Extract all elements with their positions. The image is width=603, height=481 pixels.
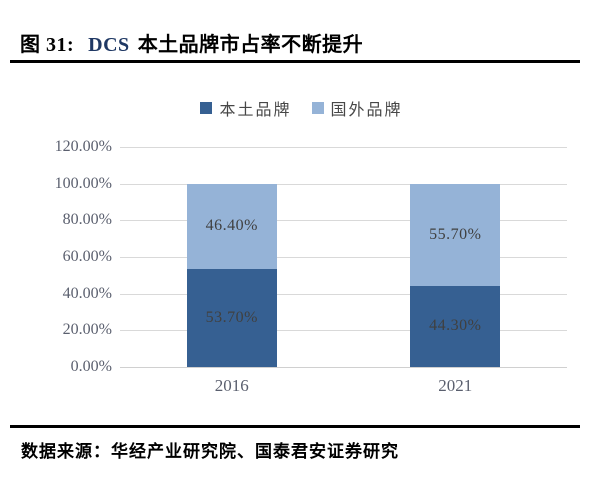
footer-divider-rule: [10, 425, 580, 428]
legend-item: 本土品牌: [200, 96, 291, 120]
y-axis-tick-label: 80.00%: [62, 211, 112, 229]
gridline: [120, 257, 567, 258]
bar-data-label: 46.40%: [205, 217, 258, 235]
bar-segment: 44.30%: [410, 285, 501, 367]
bar-segment: 46.40%: [186, 183, 277, 269]
bar-data-label: 44.30%: [429, 317, 482, 335]
legend-label: 本土品牌: [219, 102, 292, 119]
y-axis-tick-label: 60.00%: [62, 248, 112, 265]
bar-data-label: 55.70%: [429, 225, 482, 243]
y-axis-tick-label: 40.00%: [62, 284, 112, 302]
chart-legend: 本土品牌 国外品牌: [0, 96, 603, 120]
gridline: [120, 147, 567, 148]
title-divider-rule: [10, 60, 580, 63]
x-axis-category-label: 2016: [214, 376, 249, 395]
gridline: [120, 220, 567, 222]
y-axis-tick-label: 20.00%: [62, 321, 112, 339]
x-axis-line: [120, 367, 567, 368]
legend-swatch-icon: [200, 102, 213, 114]
chart-plot-area: 53.70% 46.40% 2016 44.30% 55.70% 2021: [120, 147, 567, 395]
bar-segment: 55.70%: [410, 183, 501, 286]
y-axis-tick-label: 100.00%: [54, 174, 112, 192]
figure-title-text: 本土品牌市占率不断提升: [137, 34, 364, 56]
y-axis-tick-label: 120.00%: [54, 138, 112, 155]
legend-label: 国外品牌: [330, 102, 403, 119]
legend-swatch-icon: [311, 102, 324, 114]
figure-title: 图 31: DCS 本土品牌市占率不断提升: [20, 28, 363, 57]
legend-item: 国外品牌: [311, 96, 403, 120]
gridline: [120, 293, 567, 295]
bar-data-label: 53.70%: [205, 308, 258, 326]
y-axis-tick-label: 0.00%: [70, 358, 112, 375]
bar-segment: 53.70%: [186, 268, 277, 367]
y-axis-tick-labels: 120.00% 100.00% 80.00% 60.00% 40.00% 20.00% 0.…: [0, 138, 112, 375]
gridline: [120, 183, 567, 185]
gridline: [120, 330, 567, 332]
data-source-text: 数据来源：华经产业研究院、国泰君安证券研究: [21, 442, 399, 461]
figure-title-acronym: DCS: [88, 34, 130, 56]
figure-number-label: 图 31:: [20, 34, 75, 56]
x-axis-category-label: 2021: [438, 376, 473, 395]
